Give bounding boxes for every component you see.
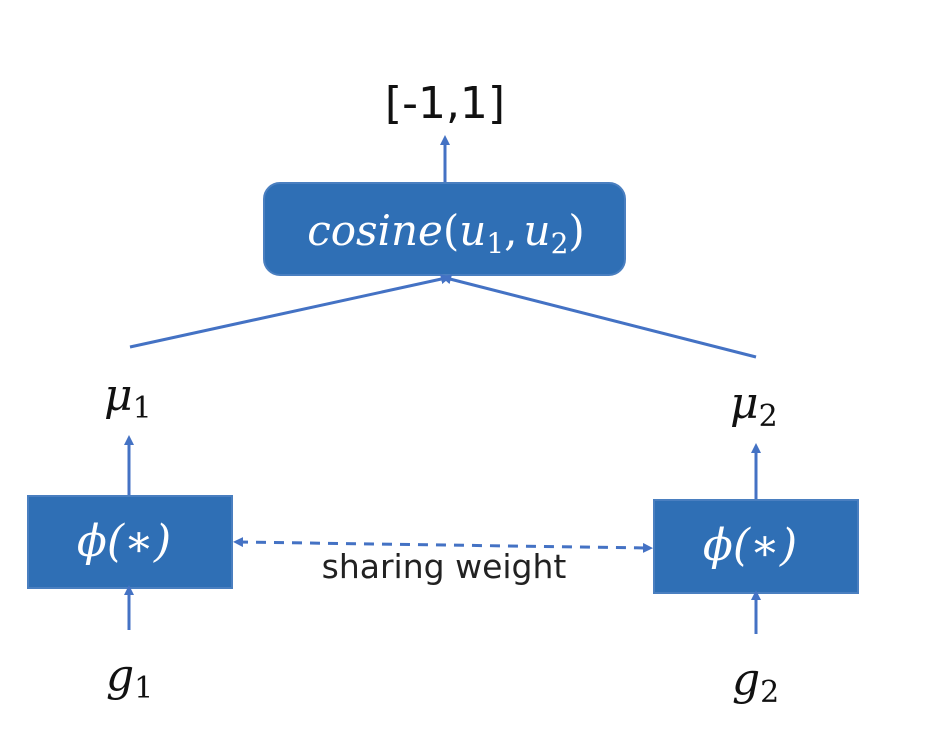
right-mu-label: μ2 [730,378,778,434]
right-phi-label: ϕ(∗) [703,520,797,571]
right-to-cosine-arrow [441,274,757,359]
cosine-fn: cosine [307,206,443,255]
sharing-weight-arrow [233,537,653,553]
left-mu-label: μ1 [104,370,152,426]
left-to-cosine-arrow [129,274,451,349]
left-phi-box [27,495,233,589]
output-range-label: [-1,1] [385,78,505,129]
cosine-close-paren: ) [568,206,584,255]
cosine-open-paren: ( [443,206,459,255]
cosine-arg1: u [459,206,486,255]
right-phi-box [653,499,859,594]
left-g-label: g1 [106,650,153,706]
cosine-box-label: cosine(u1, u2) [307,206,585,260]
cosine-arg2-sub: 2 [551,227,569,260]
left-phi-label: ϕ(∗) [77,516,171,567]
sharing-weight-label: sharing weight [322,547,567,586]
right-g-label: g2 [732,654,779,710]
cosine-arg1-sub: 1 [486,227,504,260]
cosine-arg2: u [524,206,551,255]
cosine-sep: , [504,206,517,255]
